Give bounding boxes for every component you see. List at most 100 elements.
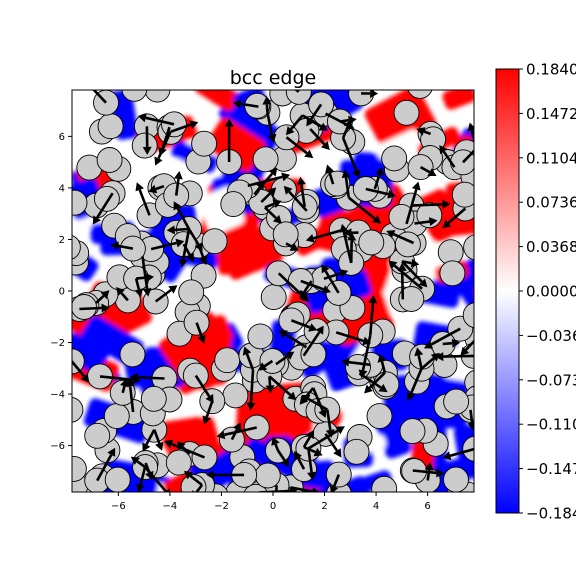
displacement-arrow [258,491,259,492]
displacement-arrow [263,206,282,224]
displacement-arrow [285,242,299,251]
arrow-layer [72,90,493,492]
displacement-arrow [339,223,353,264]
atom [84,422,111,449]
chart-title: bcc edge [230,67,317,89]
atom [72,348,85,375]
displacement-arrow [341,137,361,179]
displacement-arrow [439,145,456,168]
displacement-arrow [401,260,428,288]
displacement-arrow [341,357,371,367]
displacement-arrow [302,325,324,357]
displacement-arrow [323,269,349,281]
displacement-arrow [309,128,330,151]
x-tick-label: 4 [373,501,379,512]
x-tick-label: 6 [424,501,430,512]
field-patch [158,311,232,379]
displacement-arrow [275,351,295,366]
displacement-arrow [420,352,440,370]
displacement-arrow [477,383,493,394]
atom [140,385,167,412]
plot-area [72,90,493,492]
displacement-arrow [79,303,110,313]
displacement-arrow [290,486,319,492]
colorbar-tick-label: 0.0736 [526,194,576,212]
displacement-arrow [285,136,314,159]
atom [407,90,433,99]
displacement-arrow [442,447,474,461]
displacement-arrow [268,375,297,401]
displacement-arrow [305,228,343,243]
atom [131,132,158,159]
displacement-arrow [202,400,214,425]
displacement-arrow [266,112,277,143]
displacement-arrow [285,114,304,136]
atom [252,146,279,173]
atom [191,130,218,157]
colorbar-tick-label: −0.1840 [526,505,576,523]
displacement-arrow [303,445,323,457]
displacement-arrow [135,182,151,216]
colorbar-tick-label: −0.0736 [526,371,576,389]
displacement-arrow [325,409,335,438]
atom [358,229,385,256]
displacement-arrow [271,436,280,451]
displacement-arrow [260,187,277,204]
colorbar-tick-label: 0.0368 [526,238,576,256]
displacement-arrow [307,448,316,481]
displacement-arrow [153,429,164,451]
atom [144,90,171,103]
x-tick-label: −4 [163,501,178,512]
displacement-arrow [347,196,382,224]
displacement-arrow [414,347,424,369]
displacement-arrow [299,387,315,405]
y-tick-label: 0 [59,287,65,298]
displacement-arrow [173,171,183,196]
atom [96,147,123,173]
atom [462,302,474,329]
displacement-arrow [442,338,461,348]
displacement-arrow [361,90,379,98]
displacement-arrow [365,187,397,199]
field-patch [206,117,266,172]
atom [247,323,274,350]
displacement-arrow [232,99,259,109]
displacement-arrow [136,466,147,492]
atom [119,341,146,368]
field-patch [72,332,109,375]
atom [463,234,474,261]
displacement-arrow [442,207,467,229]
displacement-arrow [325,164,335,185]
atom [260,284,287,311]
displacement-arrow [137,113,175,126]
displacement-arrow [306,103,323,127]
atom [451,181,474,208]
displacement-arrow [230,422,241,441]
atom [121,90,148,102]
colorbar-tick-label: −0.1104 [526,416,576,434]
displacement-arrow [283,185,308,212]
displacement-arrow [297,176,306,207]
displacement-arrow [358,335,372,379]
x-tick-label: −2 [214,501,229,512]
y-tick-label: 6 [59,132,65,143]
displacement-arrow [92,192,114,225]
field-patch [261,489,322,492]
x-tick-label: 2 [321,501,327,512]
displacement-arrow [224,118,234,163]
displacement-arrow [368,295,378,336]
displacement-arrow [424,327,461,349]
atom [343,438,370,465]
displacement-arrow [416,127,432,136]
displacement-arrow [170,120,199,134]
displacement-arrow [373,166,384,190]
displacement-arrow [411,199,451,209]
atom [443,388,470,415]
displacement-arrow [141,256,152,297]
atom [165,449,192,476]
colorbar-gradient [496,69,519,513]
displacement-arrow [120,378,129,394]
displacement-arrow [277,272,310,302]
colorbar-ticks: 0.1840 0.1472 0.1104 0.0736 0.0368 0.0000 −0.0… [519,61,576,523]
